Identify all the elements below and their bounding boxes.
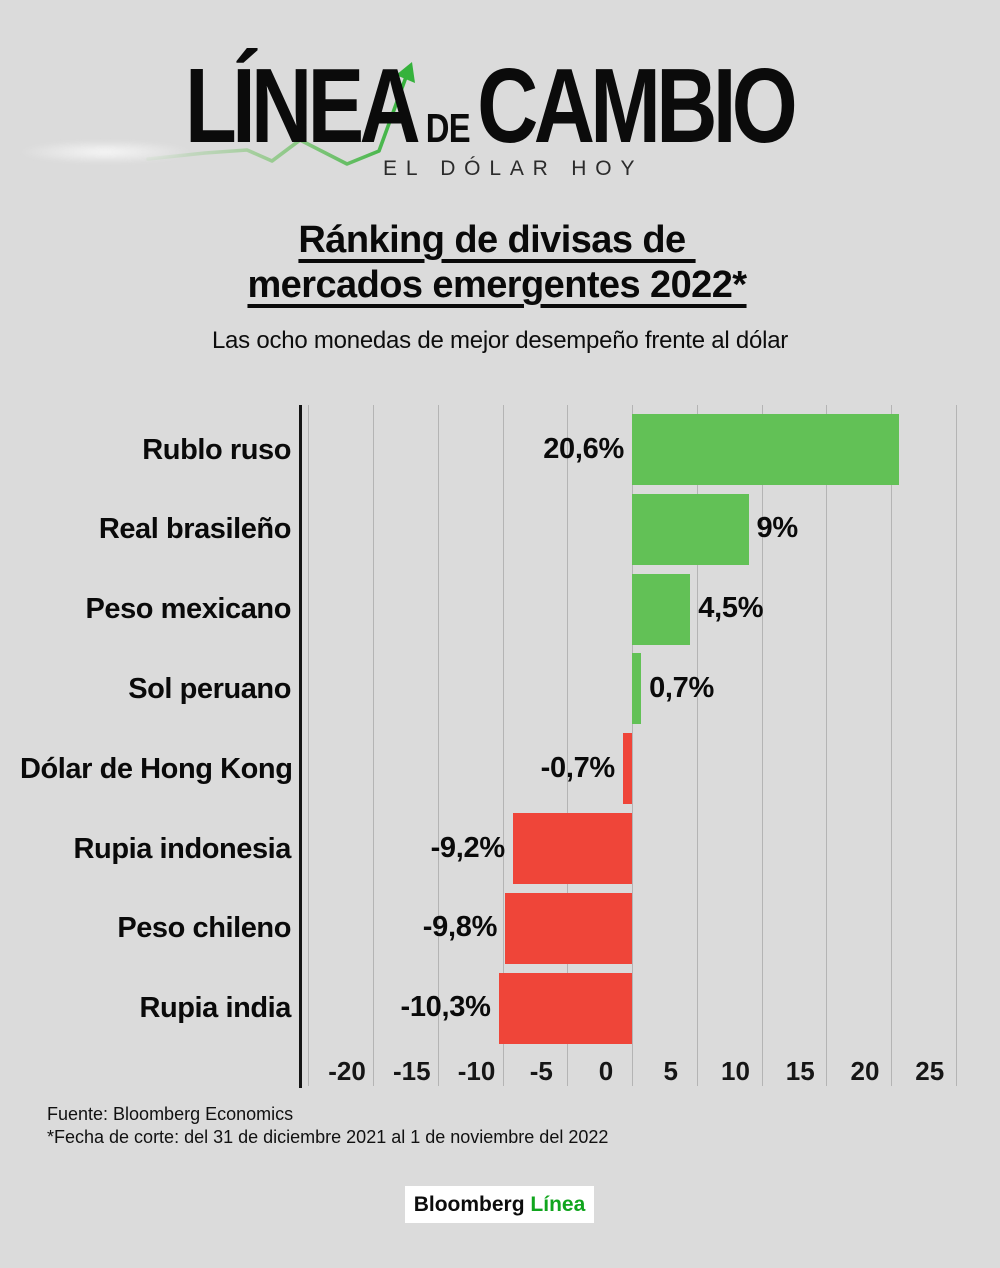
x-tick--10: -10 <box>457 1056 496 1086</box>
value-label-rublo-ruso: 20,6% <box>543 432 624 465</box>
gridline--25 <box>308 405 310 1086</box>
x-tick-15: 15 <box>785 1056 815 1086</box>
title-line-2: mercados emergentes 2022* <box>247 264 747 306</box>
category-label-peso-chileno: Peso chileno <box>117 912 291 945</box>
badge-word-bloomberg: Bloomberg <box>413 1192 525 1216</box>
category-label-real-brasileno: Real brasileño <box>98 513 292 546</box>
cutoff-note: *Fecha de corte: del 31 de diciembre 202… <box>47 1127 609 1147</box>
category-label-peso-mexicano: Peso mexicano <box>85 593 291 626</box>
chart-subtitle: Las ocho monedas de mejor desempeño fren… <box>211 327 789 354</box>
gridline-15 <box>826 405 828 1086</box>
bar-peso-mexicano <box>632 573 691 645</box>
bar-sol-peruano <box>632 653 642 725</box>
gridline--15 <box>437 405 439 1086</box>
logo-tagline: EL DÓLAR HOY <box>383 157 644 180</box>
category-label-rupia-india: Rupia india <box>139 992 291 1025</box>
gridline-10 <box>761 405 763 1086</box>
badge-word-linea: Línea <box>530 1192 586 1216</box>
gridline-20 <box>891 405 892 1086</box>
bar-real-brasileno <box>632 493 749 565</box>
value-label-sol-peruano: 0,7% <box>649 671 715 704</box>
value-label-rupia-india: -10,3% <box>400 991 491 1024</box>
bar-dolar-de-hong-kong <box>622 733 632 805</box>
value-label-rupia-indonesia: -9,2% <box>430 831 506 864</box>
source-note: Fuente: Bloomberg Economics <box>47 1104 294 1124</box>
gridline-25 <box>955 405 957 1086</box>
value-label-peso-chileno: -9,8% <box>422 911 498 944</box>
bar-peso-chileno <box>505 892 632 964</box>
logo-word-linea: LÍNEA <box>185 47 421 165</box>
category-label-dolar-de-hong-kong: Dólar de Hong Kong <box>20 752 293 785</box>
gridline--5 <box>567 405 569 1086</box>
bar-rublo-ruso <box>632 414 899 485</box>
page-title: Ránking de divisas de mercados emergente… <box>0 218 994 308</box>
logo-wordmark: LÍNEA DE CAMBIO <box>185 47 798 168</box>
value-label-peso-mexicano: 4,5% <box>698 592 764 625</box>
gridline-5 <box>696 405 698 1086</box>
x-tick-25: 25 <box>915 1056 945 1086</box>
category-axis-line <box>299 405 302 1088</box>
logo-word-de: DE <box>425 105 471 151</box>
logo-word-cambio: CAMBIO <box>477 47 798 165</box>
category-label-sol-peruano: Sol peruano <box>128 672 291 705</box>
gridline-0 <box>632 405 633 1086</box>
x-tick-20: 20 <box>850 1056 880 1086</box>
bar-rupia-indonesia <box>512 813 632 884</box>
value-label-real-brasileno: 9% <box>756 512 799 545</box>
category-label-rupia-indonesia: Rupia indonesia <box>73 832 292 865</box>
highlight-smudge <box>18 140 193 164</box>
gridline--10 <box>502 405 504 1086</box>
gridline--20 <box>373 405 374 1086</box>
category-label-rublo-ruso: Rublo ruso <box>142 433 291 466</box>
x-tick--15: -15 <box>392 1056 431 1086</box>
x-tick-10: 10 <box>721 1056 750 1086</box>
x-tick-0: 0 <box>598 1056 614 1086</box>
bar-rupia-india <box>498 972 632 1044</box>
title-line-1: Ránking de divisas de <box>298 219 696 261</box>
bloomberg-linea-logo: Bloomberg Línea <box>405 1186 594 1223</box>
x-tick--5: -5 <box>529 1056 553 1086</box>
value-label-dolar-de-hong-kong: -0,7% <box>540 751 616 784</box>
x-tick--20: -20 <box>328 1056 366 1086</box>
x-tick-5: 5 <box>663 1056 678 1086</box>
